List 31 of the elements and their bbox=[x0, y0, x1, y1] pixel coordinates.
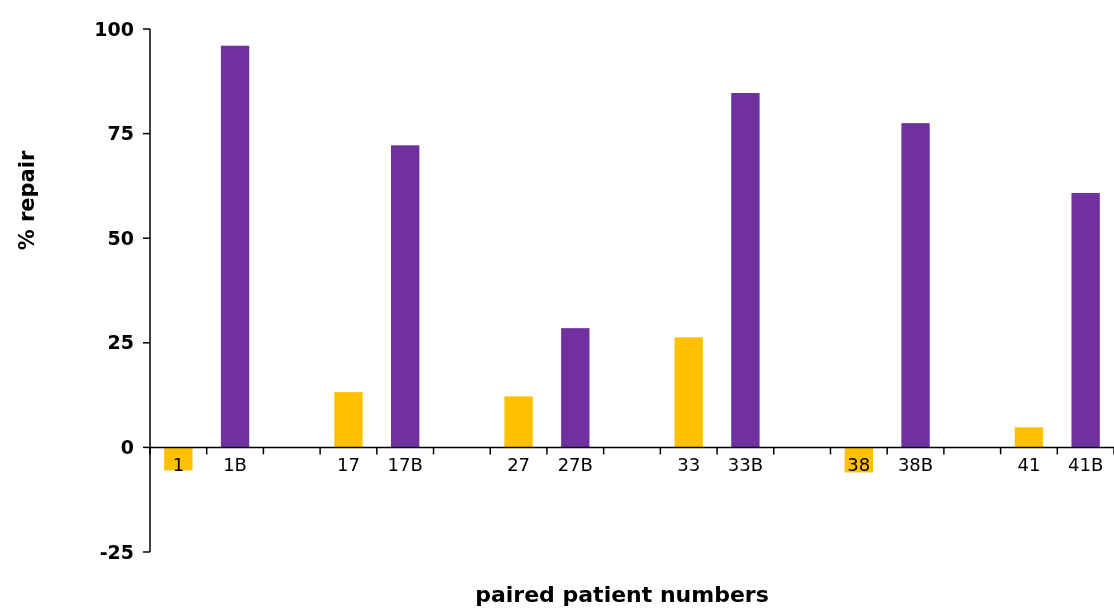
x-tick-label: 38B bbox=[897, 454, 934, 476]
x-tick-label: 17 bbox=[337, 454, 360, 476]
x-axis-title: paired patient numbers bbox=[475, 582, 769, 607]
x-tick-label: 17B bbox=[387, 454, 423, 476]
bar bbox=[674, 337, 703, 448]
bar bbox=[220, 45, 250, 448]
y-tick-label: 25 bbox=[107, 331, 134, 354]
y-tick-label: 75 bbox=[107, 122, 134, 145]
bar bbox=[504, 396, 533, 448]
x-tick-label: 27B bbox=[557, 454, 593, 476]
bar bbox=[1014, 427, 1044, 448]
x-tick-label: 33B bbox=[727, 454, 764, 476]
bar bbox=[561, 328, 590, 448]
y-tick-label: 50 bbox=[107, 226, 134, 249]
bar bbox=[391, 145, 420, 448]
bar bbox=[164, 447, 193, 471]
x-tick-label: 1B bbox=[223, 454, 247, 476]
bar bbox=[731, 93, 760, 448]
y-axis-title: % repair bbox=[15, 150, 39, 251]
bar bbox=[1071, 193, 1100, 448]
x-tick-label: 27 bbox=[507, 454, 531, 476]
y-tick-label: 0 bbox=[120, 436, 134, 459]
x-tick-label: 38 bbox=[847, 454, 871, 476]
y-tick-label: -25 bbox=[99, 540, 134, 563]
x-tick-label: 41 bbox=[1017, 454, 1041, 476]
x-tick-label: 41B bbox=[1068, 454, 1104, 476]
x-tick-label: 1 bbox=[172, 454, 185, 476]
bar bbox=[334, 392, 363, 448]
x-tick-label: 33 bbox=[677, 454, 701, 476]
bar bbox=[901, 123, 930, 448]
y-tick-label: 100 bbox=[94, 17, 134, 40]
